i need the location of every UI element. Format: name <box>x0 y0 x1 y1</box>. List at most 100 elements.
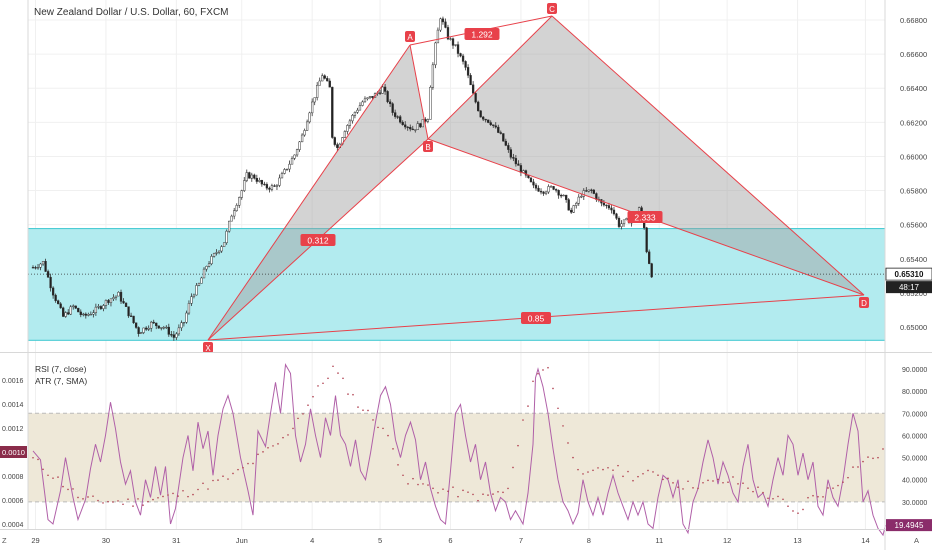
atr-dot <box>292 427 294 430</box>
rsi-axis[interactable]: 90.0000 80.0000 70.0000 60.0000 50.0000 40.00… <box>886 367 932 532</box>
candle-body <box>265 184 269 189</box>
candle-body <box>451 38 455 46</box>
atr-current-label: 0.0010 <box>2 448 25 457</box>
candle-body <box>285 168 289 171</box>
atr-dot <box>52 477 54 479</box>
candle-body <box>353 112 357 116</box>
candle-body <box>117 291 120 297</box>
atr-dot <box>417 483 419 486</box>
atr-dot <box>717 478 719 481</box>
candle-body <box>233 210 236 217</box>
candle-body <box>547 186 550 193</box>
candle-body <box>494 125 497 128</box>
atr-dot <box>187 495 189 498</box>
candle-body <box>582 190 585 197</box>
candle-body <box>34 267 37 269</box>
atr-dot <box>167 494 169 496</box>
candle-body <box>549 186 553 188</box>
atr-dot <box>537 372 539 375</box>
countdown-label: 48:17 <box>899 283 920 292</box>
corner-right-label: A <box>914 536 919 545</box>
candle-body <box>112 297 115 300</box>
candle-body <box>562 194 565 197</box>
atr-dot <box>622 475 624 478</box>
candle-body <box>308 112 311 123</box>
candle-body <box>114 295 118 298</box>
atr-dot <box>612 469 614 471</box>
atr-dot <box>282 436 284 439</box>
atr-dot <box>412 477 414 480</box>
harmonic-point-marker[interactable] <box>423 141 433 152</box>
atr-dot <box>197 488 199 491</box>
harmonic-leg <box>409 44 429 140</box>
atr-dot <box>262 451 264 453</box>
price-tick-label: 0.66600 <box>900 50 927 59</box>
candle-body <box>298 141 301 150</box>
candle-body <box>363 98 367 103</box>
atr-axis[interactable]: 0.0016 0.0014 0.0012 0.0008 0.0006 0.0004 0.00… <box>0 378 27 529</box>
candle-body <box>421 119 424 128</box>
candle-body <box>200 277 203 284</box>
candle-body <box>383 86 387 92</box>
atr-dot <box>577 468 579 471</box>
rsi-current-label: 19.4945 <box>895 521 924 530</box>
harmonic-point-label: A <box>407 33 413 42</box>
atr-dot <box>647 469 649 472</box>
candle-body <box>187 303 191 314</box>
current-price-label: 0.65310 <box>895 270 924 279</box>
harmonic-point-marker[interactable] <box>405 31 415 42</box>
candle-body <box>648 251 651 264</box>
candle-body <box>529 177 533 183</box>
atr-dot <box>237 468 239 471</box>
atr-dot <box>362 409 364 411</box>
atr-dot <box>152 498 154 501</box>
candle-body <box>36 267 40 269</box>
candle-body <box>557 190 560 196</box>
atr-dot <box>582 473 584 475</box>
candle-body <box>305 121 309 131</box>
candle-body <box>565 194 568 200</box>
rsi-current-badge <box>886 519 932 532</box>
harmonic-point-marker[interactable] <box>859 297 869 308</box>
candle-body <box>39 263 42 268</box>
candle-body <box>610 207 613 211</box>
candle-body <box>49 276 52 289</box>
candle-body <box>436 29 440 44</box>
atr-tick-label: 0.0014 <box>2 402 24 409</box>
atr-dot <box>692 487 694 489</box>
harmonic-ratio-badge <box>300 234 336 246</box>
harmonic-ratio-label: 0.312 <box>307 236 329 246</box>
candle-body <box>343 131 347 138</box>
candle-body <box>84 313 87 316</box>
candle-body <box>482 116 485 120</box>
candle-body <box>534 184 538 189</box>
time-tick-label: 11 <box>655 536 663 545</box>
candle-body <box>489 122 492 126</box>
harmonic-point-marker[interactable] <box>203 342 213 353</box>
atr-dot <box>587 471 589 473</box>
candle-body <box>366 97 369 100</box>
candle-body <box>318 80 321 86</box>
time-axis[interactable]: 29 30 31 Jun 4 5 6 7 8 11 12 13 14 Z A <box>2 536 919 545</box>
atr-dot <box>652 471 654 473</box>
harmonic-point-marker[interactable] <box>547 3 557 14</box>
candle-body <box>129 315 133 317</box>
candle-body <box>504 140 507 146</box>
candle-body <box>147 327 150 330</box>
atr-dot <box>677 486 679 488</box>
candle-body <box>346 125 349 132</box>
candle-body <box>537 187 540 192</box>
atr-dot <box>562 425 564 427</box>
price-axis[interactable]: 0.66800 0.66600 0.66400 0.66200 0.66000 0.658… <box>885 16 932 332</box>
atr-dot <box>47 474 49 477</box>
candle-body <box>59 303 62 309</box>
price-tick-label: 0.66200 <box>900 118 927 127</box>
atr-dot <box>627 470 629 473</box>
atr-dot <box>177 495 179 497</box>
candle-body <box>104 300 108 306</box>
candle-body <box>109 298 113 303</box>
candle-body <box>235 205 238 211</box>
atr-dot <box>387 434 389 437</box>
candle-body <box>119 291 123 302</box>
